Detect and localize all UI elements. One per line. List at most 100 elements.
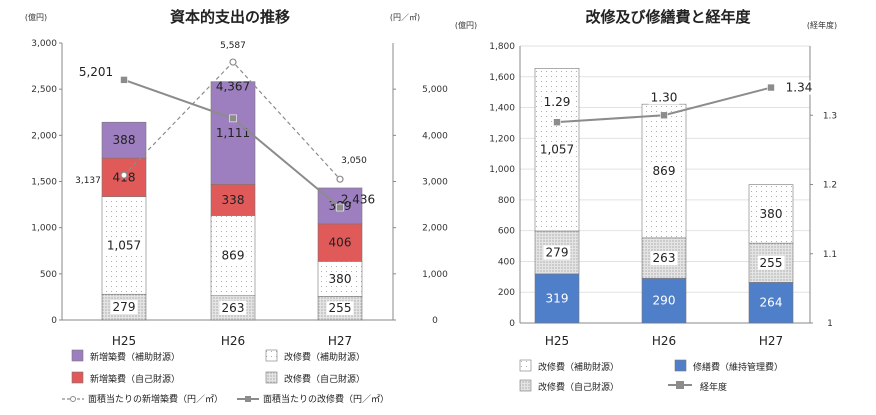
bar-value-label: 255 (760, 256, 783, 270)
bar-value-label: 869 (222, 249, 245, 263)
bar-label-bg (104, 238, 144, 253)
bar-value-label: 380 (760, 207, 783, 221)
x-tick-label: H25 (545, 334, 569, 348)
bar-segment (210, 81, 256, 185)
legend-marker (676, 381, 684, 389)
bar-value-label: 869 (653, 164, 676, 178)
bar-value-label: 388 (113, 133, 136, 147)
legend-label: 改修費（自己財源） (284, 373, 365, 385)
bar-label-bg (650, 251, 678, 266)
chart-renovation-repair: 改修及び修繕費と経年度 (億円) (経年度) 0 200 400 600 800 1,000 1,… (455, 8, 837, 393)
y2-tick-label: 1.1 (823, 250, 837, 260)
line-value-label: 1.34 (786, 81, 813, 95)
bar-segment (641, 278, 687, 324)
bar-value-label: 279 (546, 245, 569, 259)
line-value-label: 5,201 (79, 65, 113, 79)
y-tick-label: 2,500 (31, 85, 57, 95)
bar-value-label: 255 (329, 301, 352, 315)
x-tick-label: H26 (652, 334, 676, 348)
y-tick-label: 1,000 (489, 165, 515, 175)
y2-tick-label: 2,000 (422, 224, 448, 234)
legend: 新増築費（補助財源） 改修費（補助財源） 新増築費（自己財源） 改修費（自己財源） 面積… (62, 349, 389, 405)
bar-segment (748, 282, 794, 324)
line-point (660, 111, 668, 120)
bar-value-label: 1,111 (216, 126, 250, 140)
y2-tick-label: 3,000 (422, 178, 448, 188)
y2-tick-label: 1 (827, 319, 833, 329)
line-value-label: 1.29 (544, 95, 571, 109)
line-point (229, 58, 237, 66)
y-tick-label: 1,800 (489, 42, 515, 52)
y-axis-unit-left: (億円) (455, 20, 477, 30)
bar-label-bg (757, 255, 785, 270)
legend-label: 面積当たりの新増築費（円／㎡） (88, 393, 223, 405)
bar-label-bg (543, 245, 571, 260)
bar-value-label: 380 (329, 272, 352, 286)
y-tick-label: 0 (509, 319, 515, 329)
line-point (336, 203, 344, 212)
legend-marker (245, 396, 251, 402)
line-value-label: 4,367 (216, 79, 250, 93)
line-value-label: 5,587 (220, 41, 246, 51)
bar-segment (210, 183, 256, 216)
bar-segment (534, 273, 580, 324)
bar-value-label: 319 (546, 291, 569, 305)
bar-value-label: 1,057 (107, 238, 141, 252)
legend-label: 新増築費（自己財源） (90, 373, 180, 385)
legend-label: 修繕費（維持管理費） (693, 361, 783, 373)
bar-value-label: 264 (760, 296, 783, 310)
bar-label-bg (326, 301, 354, 316)
legend-swatch (265, 371, 278, 384)
legend-swatch (71, 349, 84, 362)
legend-label: 改修費（補助財源） (538, 361, 619, 373)
legend: 改修費（補助財源） 修繕費（維持管理費） 改修費（自己財源） 経年度 (519, 359, 783, 393)
x-tick-label: H25 (112, 334, 136, 348)
bar-value-label: 263 (653, 251, 676, 265)
y-tick-label: 1,600 (489, 73, 515, 83)
line-point (336, 175, 344, 183)
bar-value-label: 406 (329, 236, 352, 250)
y2-tick-label: 1,000 (422, 270, 448, 280)
legend-swatch (674, 359, 687, 372)
legend-swatch (519, 359, 532, 372)
bar-segment (317, 223, 363, 262)
chart-capital-expenditure: 資本的支出の推移 (億円) (円／㎡) 0 500 1,000 1,500 2,000 2,50… (25, 8, 448, 405)
y-tick-label: 800 (498, 196, 515, 206)
y-axis-unit-right: (経年度) (807, 20, 837, 30)
y-tick-label: 200 (498, 288, 515, 298)
y-tick-label: 600 (498, 227, 515, 237)
bar-value-label: 290 (653, 294, 676, 308)
bar-value-label: 263 (222, 301, 245, 315)
legend-swatch (265, 349, 278, 362)
y-tick-label: 3,000 (31, 39, 57, 49)
line-value-label: 1.30 (651, 90, 678, 104)
y-tick-label: 500 (40, 270, 57, 280)
y2-tick-label: 1.3 (823, 111, 837, 121)
y2-tick-label: 1.2 (823, 181, 837, 191)
legend-swatch (71, 371, 84, 384)
chart-title: 改修及び修繕費と経年度 (585, 8, 751, 26)
bar-label-bg (219, 300, 247, 315)
line-point (767, 83, 775, 92)
legend-label: 新増築費（補助財源） (90, 351, 180, 363)
legend-label: 面積当たりの改修費（円／㎡） (263, 393, 389, 405)
bar-label-bg (219, 248, 247, 263)
line-point (120, 76, 128, 84)
y-tick-label: 2,000 (31, 131, 57, 141)
line-label-bg (541, 95, 573, 110)
bar-label-bg (537, 142, 577, 157)
y-tick-label: 1,400 (489, 104, 515, 114)
y-tick-label: 1,000 (31, 224, 57, 234)
y2-tick-label: 5,000 (422, 85, 448, 95)
bar-label-bg (110, 300, 138, 315)
line-point (553, 118, 561, 126)
y-tick-label: 400 (498, 257, 515, 267)
line-point (120, 171, 128, 179)
bar-value-label: 338 (222, 193, 245, 207)
line-value-label: 3,050 (341, 156, 367, 166)
x-tick-label: H26 (221, 334, 245, 348)
y-tick-label: 1,500 (31, 178, 57, 188)
bar-label-bg (757, 206, 785, 221)
line-label-bg (648, 90, 680, 105)
